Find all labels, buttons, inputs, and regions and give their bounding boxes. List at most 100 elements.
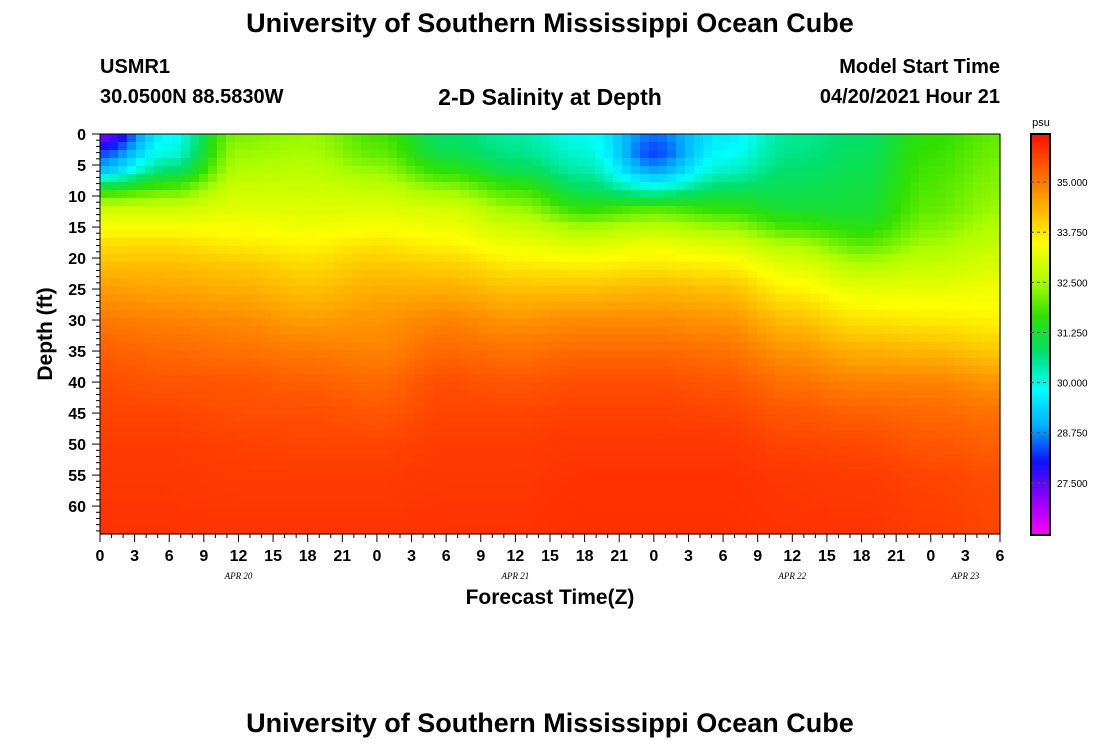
heatmap-cell (199, 390, 209, 399)
heatmap-cell (901, 286, 911, 295)
heatmap-cell (550, 198, 560, 207)
heatmap-cell (982, 502, 992, 511)
heatmap-cell (199, 206, 209, 215)
heatmap-cell (109, 174, 119, 183)
heatmap-cell (586, 238, 596, 247)
heatmap-cell (325, 302, 335, 311)
heatmap-cell (928, 422, 938, 431)
heatmap-cell (370, 358, 380, 367)
heatmap-cell (415, 526, 425, 535)
heatmap-cell (199, 430, 209, 439)
heatmap-cell (586, 350, 596, 359)
heatmap-cell (892, 174, 902, 183)
heatmap-cell (757, 350, 767, 359)
heatmap-cell (829, 422, 839, 431)
heatmap-cell (190, 246, 200, 255)
heatmap-cell (127, 502, 137, 511)
heatmap-cell (685, 350, 695, 359)
heatmap-cell (424, 262, 434, 271)
heatmap-cell (838, 526, 848, 535)
heatmap-cell (874, 374, 884, 383)
heatmap-cell (883, 246, 893, 255)
heatmap-cell (991, 318, 1001, 327)
heatmap-cell (505, 438, 515, 447)
heatmap-cell (352, 366, 362, 375)
heatmap-cell (208, 406, 218, 415)
heatmap-cell (910, 286, 920, 295)
heatmap-cell (343, 374, 353, 383)
heatmap-cell (541, 222, 551, 231)
heatmap-cell (712, 302, 722, 311)
heatmap-cell (523, 350, 533, 359)
heatmap-cell (802, 182, 812, 191)
heatmap-cell (424, 246, 434, 255)
heatmap-cell (703, 518, 713, 527)
heatmap-cell (298, 294, 308, 303)
heatmap-cell (676, 142, 686, 151)
heatmap-cell (244, 518, 254, 527)
heatmap-cell (739, 142, 749, 151)
heatmap-cell (631, 350, 641, 359)
heatmap-cell (127, 134, 137, 143)
heatmap-cell (676, 358, 686, 367)
heatmap-cell (469, 222, 479, 231)
heatmap-cell (352, 454, 362, 463)
heatmap-cell (298, 430, 308, 439)
heatmap-cell (199, 270, 209, 279)
heatmap-cell (658, 518, 668, 527)
heatmap-cell (532, 310, 542, 319)
heatmap-cell (433, 278, 443, 287)
heatmap-cell (460, 526, 470, 535)
heatmap-cell (676, 206, 686, 215)
heatmap-cell (388, 182, 398, 191)
heatmap-cell (361, 414, 371, 423)
heatmap-cell (469, 318, 479, 327)
heatmap-cell (874, 262, 884, 271)
heatmap-cell (703, 350, 713, 359)
heatmap-cell (793, 462, 803, 471)
heatmap-cell (226, 518, 236, 527)
heatmap-cell (334, 414, 344, 423)
heatmap-cell (667, 238, 677, 247)
heatmap-cell (523, 398, 533, 407)
heatmap-cell (136, 494, 146, 503)
heatmap-cell (424, 494, 434, 503)
heatmap-cell (325, 294, 335, 303)
heatmap-cell (487, 374, 497, 383)
heatmap-cell (586, 462, 596, 471)
heatmap-cell (973, 246, 983, 255)
heatmap-cell (937, 142, 947, 151)
heatmap-cell (334, 462, 344, 471)
heatmap-cell (595, 502, 605, 511)
heatmap-cell (406, 454, 416, 463)
heatmap-cell (532, 198, 542, 207)
heatmap-cell (163, 334, 173, 343)
heatmap-cell (208, 302, 218, 311)
heatmap-cell (325, 390, 335, 399)
heatmap-cell (469, 214, 479, 223)
heatmap-cell (118, 518, 128, 527)
heatmap-cell (667, 134, 677, 143)
heatmap-cell (586, 414, 596, 423)
heatmap-cell (118, 510, 128, 519)
heatmap-cell (568, 478, 578, 487)
heatmap-cell (532, 510, 542, 519)
heatmap-cell (370, 406, 380, 415)
heatmap-cell (325, 478, 335, 487)
heatmap-cell (487, 438, 497, 447)
heatmap-cell (586, 510, 596, 519)
heatmap-cell (856, 462, 866, 471)
heatmap-cell (487, 246, 497, 255)
heatmap-cell (505, 358, 515, 367)
heatmap-cell (469, 302, 479, 311)
heatmap-cell (586, 334, 596, 343)
heatmap-cell (775, 430, 785, 439)
heatmap-cell (307, 206, 317, 215)
heatmap-cell (568, 358, 578, 367)
heatmap-cell (820, 142, 830, 151)
heatmap-cell (622, 342, 632, 351)
heatmap-cell (811, 526, 821, 535)
heatmap-cell (343, 454, 353, 463)
heatmap-cell (766, 262, 776, 271)
heatmap-cell (883, 134, 893, 143)
